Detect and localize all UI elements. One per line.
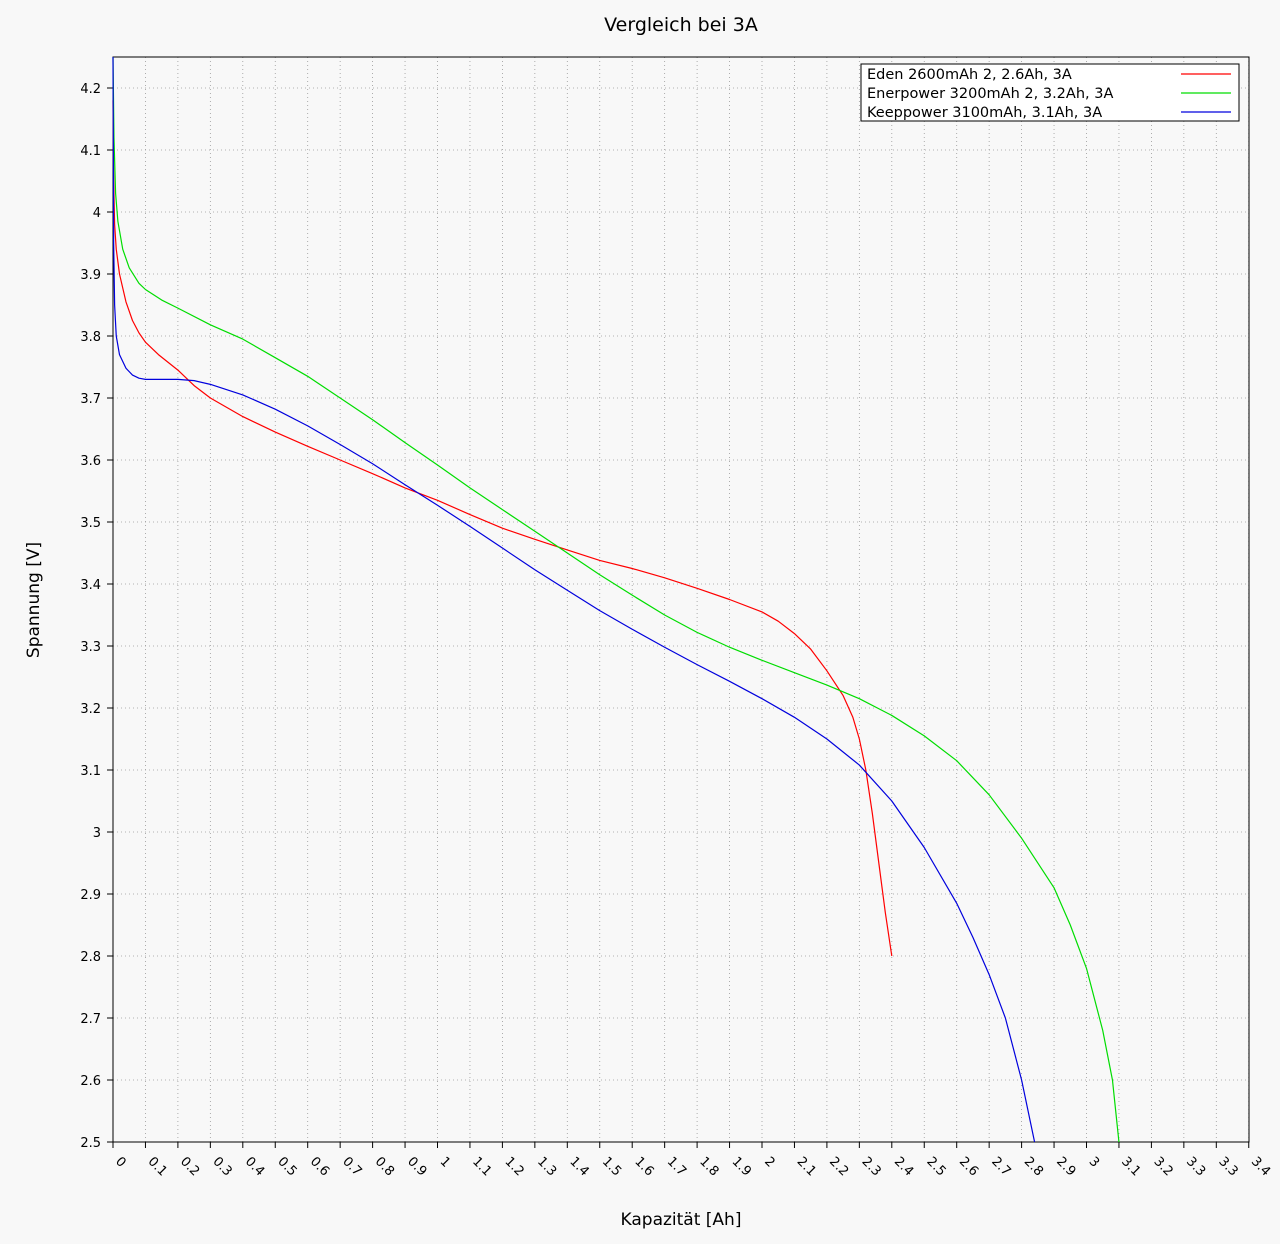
- y-tick-label: 3.5: [80, 516, 101, 531]
- y-tick-label: 3.7: [80, 392, 101, 407]
- x-tick-label: 1.3: [534, 1154, 559, 1179]
- x-tick-label: 0.1: [145, 1154, 170, 1179]
- y-tick-label: 4.1: [80, 144, 101, 159]
- tick-layer: 0 0.1 0.2 0.3 0.4 0.5 0.6 0.7 0.8 0.9 1 1.1 1.2 1.3 1.…: [80, 82, 1273, 1179]
- grid-layer: [113, 57, 1250, 1142]
- x-tick-label: 0.6: [307, 1154, 332, 1179]
- y-tick-label: 4: [93, 206, 101, 221]
- y-tick-label: 3.6: [80, 454, 101, 469]
- x-tick-label: 1.2: [502, 1154, 527, 1179]
- x-tick-label: 2.1: [794, 1154, 819, 1179]
- x-tick-label: 1.7: [664, 1154, 689, 1179]
- x-tick-label: 0.2: [177, 1154, 202, 1179]
- x-tick-label: 0.3: [210, 1154, 235, 1179]
- x-tick-label: 2.5: [923, 1154, 948, 1179]
- legend-label-1: Eden 2600mAh 2, 2.6Ah, 3A: [867, 67, 1072, 83]
- x-tick-label: 1.9: [729, 1154, 754, 1179]
- y-tick-label: 3.1: [80, 764, 101, 779]
- y-tick-label: 3.4: [80, 578, 101, 593]
- y-tick-label: 3.8: [80, 330, 101, 345]
- x-tick-label: 3.4: [1248, 1154, 1273, 1179]
- x-axis-label: Kapazität [Ah]: [621, 1210, 742, 1230]
- series-layer: [112, 56, 1120, 1143]
- y-tick-label: 4.2: [80, 82, 101, 97]
- x-tick-label: 1.5: [599, 1154, 624, 1179]
- x-tick-label: 3.3: [1183, 1154, 1208, 1179]
- legend-label-2: Enerpower 3200mAh 2, 3.2Ah, 3A: [867, 86, 1113, 102]
- x-tick-label: 0.9: [404, 1154, 429, 1179]
- y-tick-label: 2.7: [80, 1012, 101, 1027]
- y-axis-label: Spannung [V]: [24, 542, 44, 658]
- x-tick-label: 2.2: [826, 1154, 851, 1179]
- y-tick-label: 2.9: [80, 888, 101, 903]
- x-tick-label: 3.2: [1151, 1154, 1176, 1179]
- x-tick-label: 0.5: [274, 1154, 299, 1179]
- y-tick-label: 3.9: [80, 268, 101, 283]
- x-tick-label: 0.4: [242, 1154, 267, 1179]
- legend: Eden 2600mAh 2, 2.6Ah, 3A Enerpower 3200m…: [860, 63, 1240, 122]
- y-tick-label: 2.8: [80, 950, 101, 965]
- x-tick-label: 1.8: [696, 1154, 721, 1179]
- series-line-2: [112, 56, 1120, 1143]
- x-tick-label: 3.1: [1118, 1154, 1143, 1179]
- x-tick-label: 2.9: [1053, 1154, 1078, 1179]
- legend-box: [860, 63, 1240, 122]
- series-line-1: [112, 100, 893, 957]
- y-tick-label: 3.2: [80, 702, 101, 717]
- y-tick-label: 2.5: [80, 1136, 101, 1151]
- x-tick-label: 0: [112, 1154, 128, 1170]
- series-line-3: [112, 56, 1036, 1143]
- x-tick-label: 1.6: [631, 1154, 656, 1179]
- x-tick-label: 0.7: [339, 1154, 364, 1179]
- x-tick-label: 2.3: [859, 1154, 884, 1179]
- x-tick-label: 2: [761, 1154, 777, 1170]
- x-tick-label: 1.1: [469, 1154, 494, 1179]
- x-tick-label: 1.4: [566, 1154, 591, 1179]
- x-tick-label: 1: [437, 1154, 453, 1170]
- x-tick-label: 2.7: [988, 1154, 1013, 1179]
- y-tick-label: 3: [93, 826, 101, 841]
- x-tick-label: 3.3: [1215, 1154, 1240, 1179]
- y-tick-label: 2.6: [80, 1074, 101, 1089]
- y-tick-label: 3.3: [80, 640, 101, 655]
- x-tick-label: 2.6: [956, 1154, 981, 1179]
- x-tick-label: 0.8: [372, 1154, 397, 1179]
- chart-title: Vergleich bei 3A: [604, 14, 758, 36]
- plot-frame: [112, 56, 1250, 1143]
- x-tick-label: 3: [1086, 1154, 1102, 1170]
- x-tick-label: 2.4: [891, 1154, 916, 1179]
- legend-label-3: Keeppower 3100mAh, 3.1Ah, 3A: [867, 105, 1102, 121]
- x-tick-label: 2.8: [1021, 1154, 1046, 1179]
